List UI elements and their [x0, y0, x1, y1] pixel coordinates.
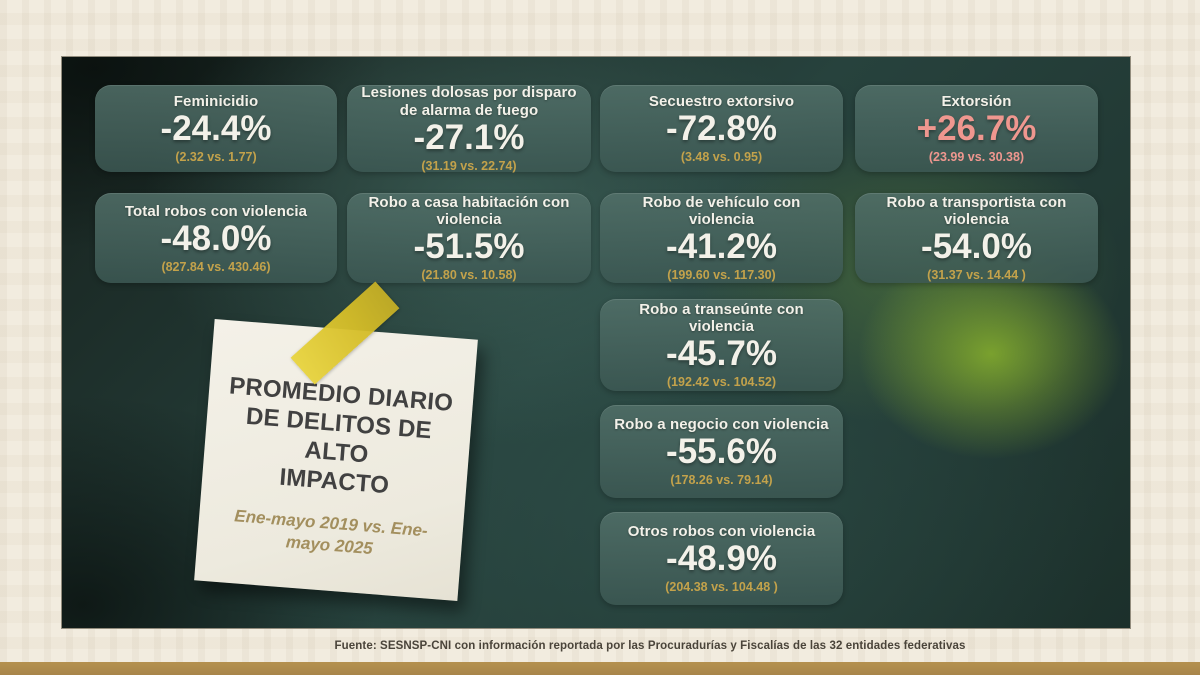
stat-card: Extorsión +26.7% (23.99 vs. 30.38): [855, 85, 1098, 172]
stat-title: Robo a casa habitación con violencia: [368, 193, 570, 229]
stat-title: Extorsión: [941, 93, 1012, 110]
stat-card: Secuestro extorsivo -72.8% (3.48 vs. 0.95): [600, 85, 843, 172]
stat-title: Robo a transeúnte con violencia: [639, 300, 804, 336]
stat-detail: (31.19 vs. 22.74): [421, 158, 517, 173]
stat-card: Robo a transeúnte con violencia -45.7% (19…: [600, 299, 843, 391]
stat-detail: (2.32 vs. 1.77): [175, 150, 257, 164]
stat-value: +26.7%: [916, 109, 1037, 149]
stat-card: Robo a casa habitación con violencia -51.…: [347, 193, 591, 283]
stat-card: Total robos con violencia -48.0% (827.84 v…: [95, 193, 337, 283]
stat-detail: (178.26 vs. 79.14): [670, 473, 773, 487]
stat-card: Robo a transportista con violencia -54.0%…: [855, 193, 1098, 283]
stat-card: Otros robos con violencia -48.9% (204.38 v…: [600, 512, 843, 605]
stat-title: Robo a transportista con violencia: [886, 193, 1067, 229]
stat-detail: (21.80 vs. 10.58): [421, 268, 517, 283]
stat-card: Robo a negocio con violencia -55.6% (178.2…: [600, 405, 843, 498]
stat-title: Feminicidio: [173, 93, 259, 110]
stat-detail: (199.60 vs. 117.30): [667, 268, 776, 283]
slide-background-panel: Feminicidio -24.4% (2.32 vs. 1.77) Lesiones…: [62, 57, 1130, 628]
stat-title: Lesiones dolosas por disparo de alarma d…: [361, 84, 577, 119]
stat-value: -54.0%: [921, 227, 1032, 267]
stat-detail: (192.42 vs. 104.52): [666, 375, 777, 390]
note-period-label: Ene-mayo 2019 vs. Ene- mayo 2025: [232, 505, 429, 564]
stat-value: -48.9%: [666, 539, 777, 579]
stat-card: Lesiones dolosas por disparo de alarma d…: [347, 84, 591, 173]
stat-detail: (31.37 vs. 14.44 ): [927, 268, 1026, 283]
stat-value: -45.7%: [666, 334, 777, 374]
stat-detail: (23.99 vs. 30.38): [928, 150, 1025, 164]
stat-value: -27.1%: [413, 117, 525, 157]
stat-title: Secuestro extorsivo: [648, 93, 795, 110]
stat-value: -55.6%: [666, 432, 777, 472]
bottom-accent-strip: [0, 662, 1200, 675]
stat-title: Robo de vehículo con violencia: [642, 193, 801, 229]
stat-value: -51.5%: [413, 227, 525, 267]
stat-value: -41.2%: [666, 227, 777, 267]
stat-title: Otros robos con violencia: [627, 523, 816, 540]
source-attribution: Fuente: SESNSP-CNI con información repor…: [334, 640, 966, 652]
stat-card: Robo de vehículo con violencia -41.2% (199…: [600, 193, 843, 283]
stat-card: Feminicidio -24.4% (2.32 vs. 1.77): [95, 85, 337, 172]
stat-value: -24.4%: [160, 109, 272, 149]
stat-value: -48.0%: [160, 218, 272, 258]
stat-detail: (3.48 vs. 0.95): [680, 150, 763, 164]
stat-detail: (204.38 vs. 104.48 ): [665, 580, 778, 594]
stat-detail: (827.84 vs. 430.46): [161, 259, 271, 274]
stat-title: Robo a negocio con violencia: [614, 416, 829, 433]
stat-value: -72.8%: [666, 109, 777, 149]
stat-title: Total robos con violencia: [124, 202, 308, 220]
note-title: PROMEDIO DIARIO DE DELITOS DE ALTO IMPAC…: [212, 372, 464, 506]
